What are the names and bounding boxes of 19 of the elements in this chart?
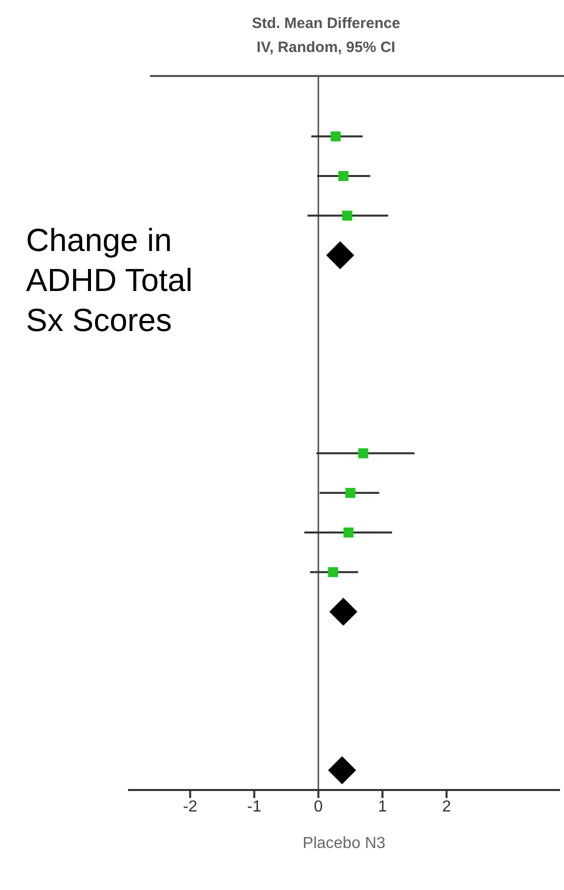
point <box>358 448 368 458</box>
point <box>330 131 341 142</box>
point <box>326 241 354 270</box>
x-tick-label: -2 <box>183 798 198 816</box>
point <box>342 210 352 221</box>
x-tick-label: 1 <box>378 798 388 816</box>
x-tick-label: 2 <box>442 798 452 816</box>
point <box>338 171 348 182</box>
x-axis-title: Placebo N3 <box>302 835 386 852</box>
chart-subtitle: IV, Random, 95% CI <box>256 38 396 58</box>
point <box>345 488 356 498</box>
chart-title: Std. Mean Difference <box>250 14 402 34</box>
point <box>328 756 356 784</box>
x-tick-label: -1 <box>247 798 262 816</box>
point <box>328 567 338 578</box>
annotation: Change in ADHD Total Sx Scores <box>26 221 194 340</box>
point <box>329 598 358 626</box>
x-tick-label: 0 <box>314 798 323 816</box>
point <box>343 528 354 538</box>
